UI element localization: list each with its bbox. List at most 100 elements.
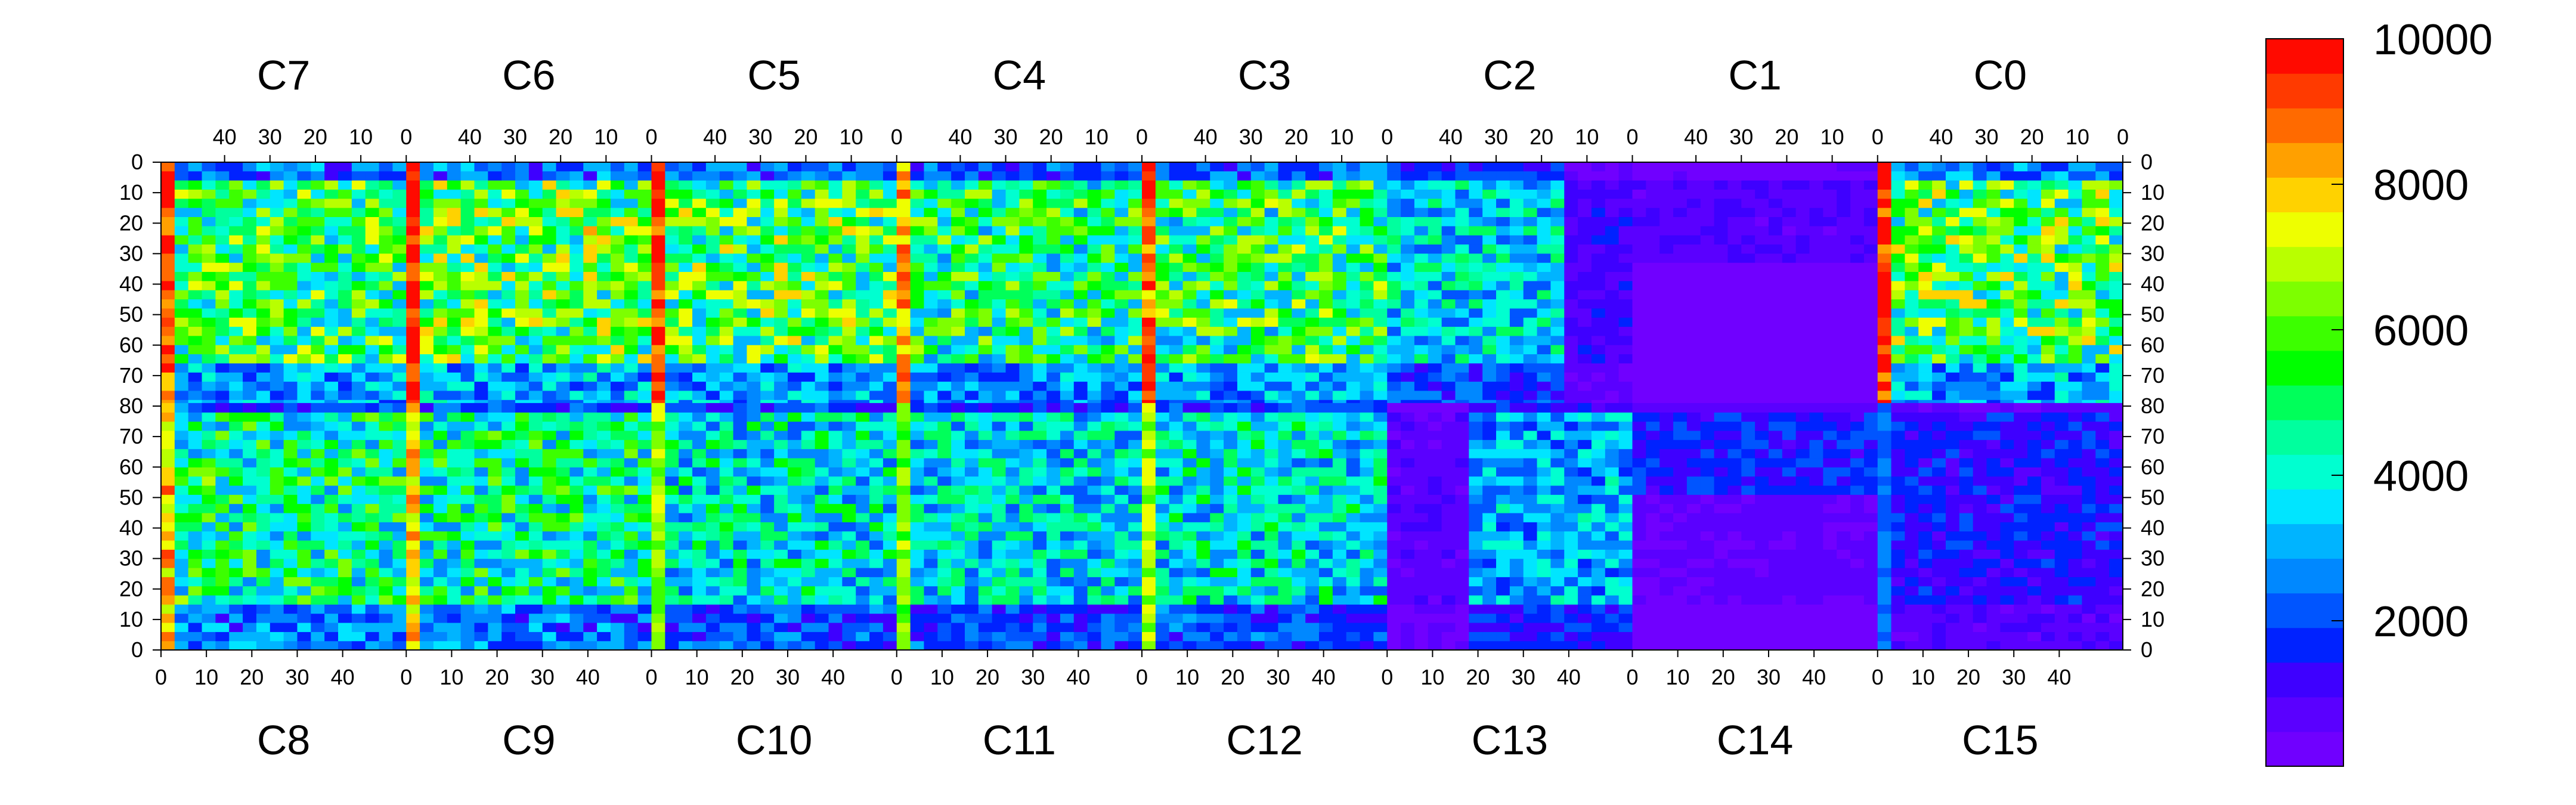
colorbar-tick-label: 8000: [2373, 162, 2469, 209]
top-x-tick-label: 20: [549, 125, 572, 149]
chip-label-c4: C4: [993, 52, 1046, 98]
top-x-tick-label: 0: [645, 125, 657, 149]
chip-region-c3: [1142, 162, 1388, 410]
chip-region-c4: [896, 162, 1143, 410]
bottom-x-tick-label: 30: [2002, 665, 2026, 689]
top-x-tick-label: 40: [703, 125, 727, 149]
top-x-tick-label: 0: [1872, 125, 1884, 149]
y-tick-label: 70: [2141, 363, 2165, 388]
colorbar-segment: [2266, 177, 2343, 213]
bottom-x-tick-label: 40: [576, 665, 600, 689]
top-x-tick-label: 40: [213, 125, 237, 149]
bottom-x-tick-label: 0: [155, 665, 167, 689]
chip-region-c7: [161, 162, 407, 410]
bottom-x-tick-label: 20: [730, 665, 754, 689]
colorbar-segment: [2266, 108, 2343, 143]
chip-region-c11: [896, 402, 1143, 651]
bottom-x-tick-label: 40: [1312, 665, 1336, 689]
top-x-tick-label: 0: [1136, 125, 1148, 149]
bottom-x-tick-label: 10: [685, 665, 709, 689]
colorbar-tick-label: 2000: [2373, 598, 2469, 646]
bottom-x-tick-label: 30: [1512, 665, 1535, 689]
bottom-x-tick-label: 20: [1711, 665, 1735, 689]
chip-region-c9: [406, 402, 652, 651]
top-x-tick-label: 0: [2117, 125, 2129, 149]
y-tick-label: 20: [2141, 210, 2165, 235]
chip-region-c13: [1387, 402, 1633, 651]
y-tick-label: 30: [119, 546, 143, 571]
top-x-tick-label: 20: [1039, 125, 1063, 149]
bottom-x-tick-label: 0: [1136, 665, 1148, 689]
bottom-x-tick-label: 20: [485, 665, 509, 689]
bottom-x-tick-label: 30: [1757, 665, 1781, 689]
bottom-x-tick-label: 0: [891, 665, 903, 689]
bottom-x-tick-label: 10: [1666, 665, 1690, 689]
bottom-x-tick-label: 0: [1872, 665, 1884, 689]
top-x-tick-label: 30: [258, 125, 282, 149]
colorbar-segment: [2266, 246, 2343, 282]
y-tick-label: 60: [2141, 454, 2165, 479]
y-tick-label: 10: [2141, 607, 2165, 631]
colorbar-segment: [2266, 350, 2343, 386]
chip-label-c11: C11: [983, 717, 1056, 763]
chip-label-c8: C8: [257, 717, 310, 763]
top-x-tick-label: 10: [594, 125, 618, 149]
bottom-x-tick-label: 40: [2047, 665, 2071, 689]
colorbar-segment: [2266, 73, 2343, 109]
chip-label-c9: C9: [502, 717, 555, 763]
y-tick-label: 20: [2141, 577, 2165, 601]
chip-label-c6: C6: [502, 52, 555, 98]
chip-region-c2: [1387, 162, 1633, 410]
top-x-tick-label: 10: [1085, 125, 1109, 149]
bottom-x-tick-label: 10: [930, 665, 954, 689]
top-x-tick-label: 40: [1684, 125, 1708, 149]
y-tick-label: 60: [2141, 333, 2165, 357]
colorbar-segment: [2266, 385, 2343, 420]
top-x-tick-label: 10: [349, 125, 373, 149]
chip-label-c2: C2: [1483, 52, 1536, 98]
top-x-tick-label: 40: [1194, 125, 1218, 149]
chip-region-c0: [1877, 162, 2123, 410]
bottom-x-tick-label: 0: [645, 665, 657, 689]
chip-label-c14: C14: [1717, 717, 1793, 763]
hitmap-cells: [161, 162, 2123, 651]
bottom-x-tick-label: 20: [1466, 665, 1490, 689]
y-tick-label: 70: [119, 363, 143, 388]
colorbar-segment: [2266, 212, 2343, 247]
colorbar-segment: [2266, 454, 2343, 490]
bottom-x-tick-label: 40: [821, 665, 845, 689]
bottom-x-tick-label: 10: [439, 665, 463, 689]
colorbar-tick-label: 4000: [2373, 453, 2469, 500]
chip-region-c12: [1142, 402, 1388, 651]
y-tick-label: 0: [2141, 637, 2153, 662]
chip-label-c0: C0: [1974, 52, 2027, 98]
bottom-x-tick-label: 10: [194, 665, 218, 689]
axis-ticks: 40 30 20 10 0 0 10 20 30 40 40 30 20 10 0 0 10 20 30 40 40 30…: [119, 125, 2165, 689]
top-x-tick-label: 20: [2020, 125, 2044, 149]
colorbar-tick-label: 6000: [2373, 307, 2469, 355]
top-x-tick-label: 30: [994, 125, 1018, 149]
chip-label-c13: C13: [1472, 717, 1548, 763]
y-tick-label: 20: [119, 210, 143, 235]
chip-label-c7: C7: [257, 52, 310, 98]
colorbar-segment: [2266, 558, 2343, 594]
top-x-tick-label: 0: [1626, 125, 1638, 149]
chip-region-c6: [406, 162, 652, 410]
top-x-tick-label: 30: [503, 125, 527, 149]
bottom-x-tick-label: 20: [976, 665, 999, 689]
y-tick-label: 0: [131, 150, 143, 174]
top-x-tick-label: 10: [2066, 125, 2089, 149]
chip-label-c5: C5: [747, 52, 800, 98]
chip-region-c15: [1877, 402, 2123, 651]
y-tick-label: 70: [119, 424, 143, 448]
top-x-tick-label: 30: [1239, 125, 1263, 149]
bottom-x-tick-label: 20: [1956, 665, 1980, 689]
y-tick-label: 10: [119, 607, 143, 631]
chip-region-c5: [651, 162, 897, 410]
top-x-tick-label: 20: [304, 125, 327, 149]
bottom-x-tick-label: 10: [1911, 665, 1935, 689]
bottom-x-tick-label: 20: [240, 665, 264, 689]
top-x-tick-label: 30: [1975, 125, 1999, 149]
y-tick-label: 50: [119, 485, 143, 509]
